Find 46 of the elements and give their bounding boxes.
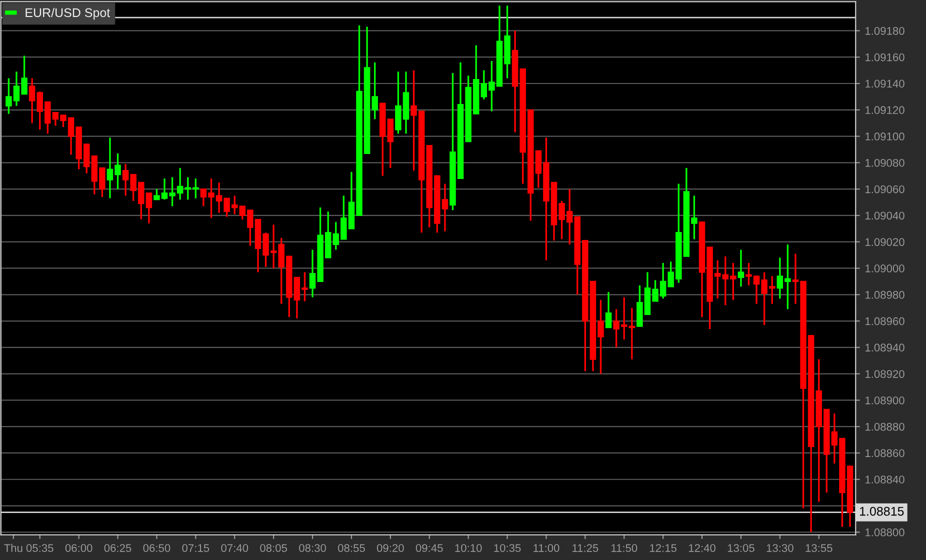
x-tick-label: 13:55: [806, 544, 832, 552]
x-tick-label: 09:45: [416, 544, 443, 552]
candlestick: [628, 306, 636, 360]
ref-line-label: 1.08815: [860, 506, 904, 516]
y-tick-label: 1.08940: [866, 344, 904, 352]
x-tick-label: 08:55: [338, 544, 365, 552]
x-tick-label: Thu: [4, 544, 22, 552]
x-tick-label: 05:35: [26, 544, 54, 552]
x-tick-label: 11:25: [572, 544, 598, 552]
y-tick-label: 1.09180: [866, 26, 904, 35]
y-tick-label: 1.08980: [866, 290, 904, 299]
y-tick-label: 1.09040: [866, 212, 904, 220]
x-tick-label: 09:20: [376, 544, 404, 552]
x-tick-label: 13:30: [766, 544, 794, 552]
y-tick-label: 1.09000: [866, 264, 904, 272]
x-tick-label: 07:40: [221, 544, 248, 552]
x-tick-label: 08:30: [299, 544, 326, 552]
y-tick-label: 1.08880: [866, 422, 904, 431]
x-tick-label: 11:00: [534, 544, 560, 552]
y-tick-label: 1.08800: [866, 528, 904, 536]
y-tick-label: 1.09080: [866, 158, 904, 167]
y-tick-label: 1.08840: [866, 476, 904, 484]
x-tick-label: 06:50: [143, 544, 170, 552]
y-tick-label: 1.09160: [866, 53, 904, 62]
x-tick-label: 11:50: [611, 544, 638, 552]
y-tick-label: 1.08860: [866, 449, 904, 458]
candlestick: [605, 291, 612, 328]
candlestick: [738, 248, 744, 288]
x-tick-label: 10:35: [494, 544, 521, 552]
x-tick-label: 08:05: [260, 544, 287, 552]
y-tick-label: 1.09060: [866, 185, 904, 194]
y-tick-label: 1.09120: [866, 106, 904, 114]
y-tick-label: 1.09140: [866, 80, 904, 88]
x-tick-label: 07:15: [182, 544, 210, 552]
y-tick-label: 1.08960: [866, 317, 904, 326]
y-tick-label: 1.09020: [866, 238, 904, 246]
x-tick-label: 12:40: [688, 544, 716, 552]
x-tick-label: 12:15: [650, 544, 676, 552]
y-tick-label: 1.08900: [866, 396, 904, 404]
legend-label: EUR/USD Spot: [26, 8, 110, 20]
y-tick-label: 1.08920: [866, 370, 904, 378]
x-tick-label: 06:00: [65, 544, 92, 552]
y-tick-label: 1.09100: [866, 132, 904, 140]
x-tick-label: 06:25: [104, 544, 132, 552]
x-tick-label: 13:05: [728, 544, 754, 552]
x-tick-label: 10:10: [455, 544, 482, 552]
